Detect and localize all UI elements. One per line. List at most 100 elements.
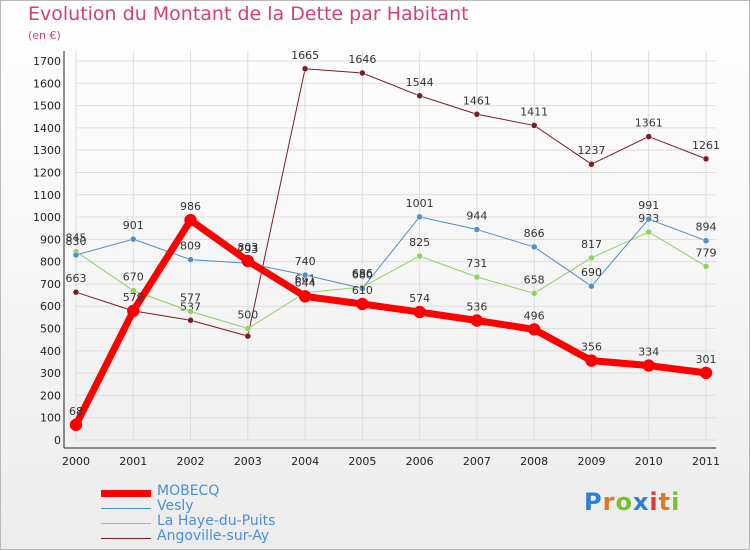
data-label-la-haye-du-puits: 577 [180,291,201,304]
data-point-mobecq [298,290,312,303]
data-label-mobecq: 986 [180,200,201,213]
y-tick-label: 1000 [33,211,61,224]
data-point-vesly [301,271,309,279]
x-tick-label: 2001 [119,455,147,468]
y-tick-label: 1600 [33,77,61,90]
legend-swatch [101,507,151,509]
x-tick-label: 2007 [463,455,491,468]
data-point-vesly [187,256,194,263]
legend-swatch [101,489,151,497]
data-point-mobecq [642,359,655,372]
y-tick-label: 1200 [33,166,61,179]
logo-letter: i [649,488,659,516]
y-tick-label: 200 [40,389,61,402]
data-label-la-haye-du-puits: 500 [237,309,258,322]
data-label-la-haye-du-puits: 658 [524,273,545,286]
proxiti-logo: Proxiti [584,488,680,516]
data-point-angoville-sur-ay [416,92,423,100]
data-label-angoville-sur-ay: 1646 [348,53,376,66]
data-label-mobecq: 68 [69,405,83,418]
data-point-mobecq [241,254,255,268]
logo-letter: t [658,488,672,516]
y-tick-label: 1100 [33,189,61,202]
x-tick-label: 2006 [406,455,434,468]
logo-letter: P [584,488,603,516]
data-label-la-haye-du-puits: 845 [66,232,87,245]
data-point-angoville-sur-ay [359,69,366,77]
data-label-angoville-sur-ay: 1461 [463,94,491,107]
data-label-mobecq: 496 [524,309,545,322]
data-label-angoville-sur-ay: 1237 [577,144,605,157]
legend-label: Angoville-sur-Ay [157,528,270,544]
data-point-la-haye-du-puits [645,228,652,236]
y-tick-label: 600 [40,300,61,313]
data-point-vesly [588,282,595,290]
x-tick-label: 2010 [635,455,663,468]
data-label-la-haye-du-puits: 731 [466,257,487,270]
data-point-angoville-sur-ay [244,332,252,340]
x-tick-label: 2009 [577,455,605,468]
data-point-vesly [530,243,538,251]
data-label-vesly: 901 [123,219,144,232]
data-point-la-haye-du-puits [588,254,595,262]
data-point-la-haye-du-puits [530,290,538,297]
data-label-vesly: 866 [524,227,545,240]
data-point-angoville-sur-ay [702,155,710,163]
data-point-mobecq [413,305,426,319]
data-point-angoville-sur-ay [187,317,194,324]
data-point-angoville-sur-ay [301,65,309,73]
data-point-mobecq [184,213,197,227]
y-tick-label: 900 [40,233,61,246]
data-label-la-haye-du-puits: 670 [123,271,144,284]
y-tick-label: 1500 [33,100,61,113]
y-tick-label: 0 [54,434,61,447]
y-tick-label: 1300 [33,144,61,157]
chart-title: Evolution du Montant de la Dette par Hab… [28,3,469,25]
chart-subtitle: (en €) [28,29,61,42]
legend-swatch [101,522,151,524]
logo-letter: i [671,488,681,516]
data-label-vesly: 690 [581,266,602,279]
data-label-mobecq: 356 [581,341,602,354]
logo-letter: o [615,488,633,516]
series-line-la-haye-du-puits [75,231,707,330]
data-label-vesly: 830 [66,235,87,248]
data-label-vesly: 894 [696,221,717,234]
data-point-la-haye-du-puits [244,325,252,332]
data-point-vesly [130,235,137,243]
data-label-vesly: 1001 [406,197,434,210]
legend-label: La Haye-du-Puits [157,513,276,529]
data-point-vesly [645,215,652,223]
data-label-angoville-sur-ay: 663 [66,272,87,285]
logo-letter: x [632,488,650,516]
series-line-angoville-sur-ay [75,68,707,337]
data-label-vesly: 680 [352,268,373,281]
data-point-angoville-sur-ay [72,288,80,296]
x-tick-label: 2003 [234,455,262,468]
data-point-mobecq [699,366,713,380]
data-label-mobecq: 610 [352,284,373,297]
data-point-angoville-sur-ay [473,111,481,118]
y-tick-label: 300 [40,367,61,380]
data-point-la-haye-du-puits [187,308,194,315]
y-tick-label: 1400 [33,122,61,135]
data-label-vesly: 809 [180,240,201,253]
data-point-mobecq [470,314,484,327]
data-label-mobecq: 644 [295,276,316,289]
data-label-angoville-sur-ay: 1544 [406,76,434,89]
data-point-angoville-sur-ay [588,160,595,168]
data-label-la-haye-du-puits: 779 [696,246,717,259]
legend-label: MOBECQ [157,483,220,499]
series-line-vesly [75,216,707,289]
data-point-la-haye-du-puits [473,273,481,281]
data-label-la-haye-du-puits: 825 [409,236,430,249]
data-point-vesly [473,226,481,233]
data-label-la-haye-du-puits: 686 [352,267,373,280]
x-tick-label: 2002 [177,455,205,468]
data-label-angoville-sur-ay: 1261 [692,139,720,152]
x-tick-label: 2005 [348,455,376,468]
data-label-mobecq: 536 [466,301,487,314]
data-label-mobecq: 803 [237,241,258,254]
